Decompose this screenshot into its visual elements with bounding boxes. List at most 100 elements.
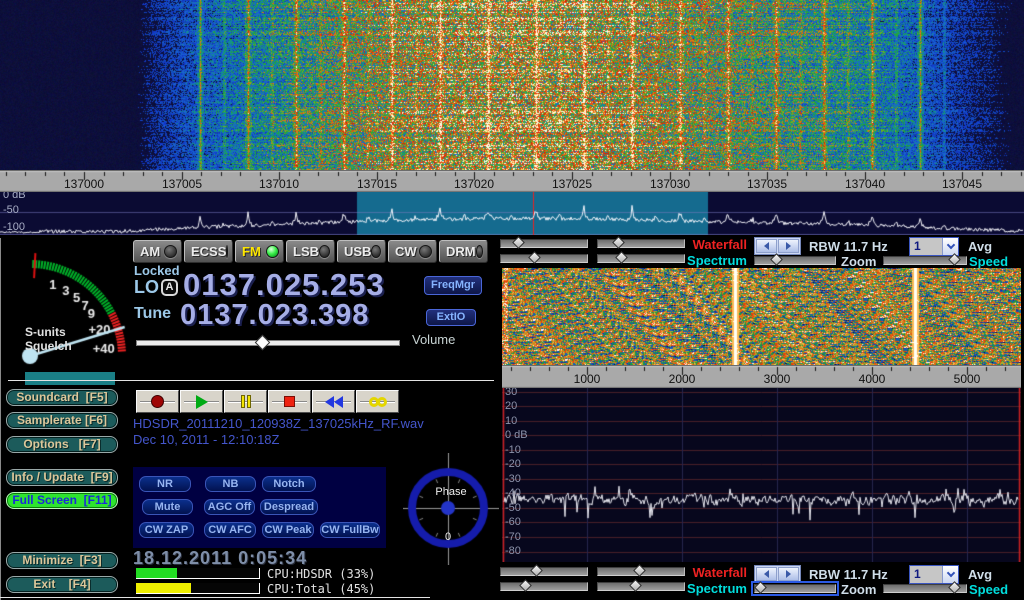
slider-knob[interactable]	[633, 564, 646, 577]
lower-level-slider[interactable]	[597, 251, 685, 264]
notch-button[interactable]: Notch	[262, 476, 316, 492]
record-button[interactable]	[136, 390, 179, 413]
rewind-button[interactable]	[312, 390, 355, 413]
freq-tick-label: 0	[502, 372, 529, 386]
agc-off-button[interactable]: AGC Off	[204, 499, 255, 515]
slider-knob[interactable]	[512, 236, 525, 249]
mode-button-fm[interactable]: FM	[235, 240, 284, 263]
mode-button-am[interactable]: AM	[133, 240, 182, 263]
options-button[interactable]: Options [F7]	[6, 436, 118, 453]
lower-level-slider[interactable]	[597, 579, 685, 592]
pan-scrollbar[interactable]	[754, 565, 801, 583]
squelch-level-bar[interactable]	[25, 372, 115, 385]
scroll-right-button[interactable]	[778, 567, 799, 581]
mode-led-icon	[419, 245, 432, 258]
date-time-display: 18.12.2011 0:05:34	[133, 548, 308, 568]
minimize-button[interactable]: Minimize [F3]	[6, 552, 118, 569]
slider-knob[interactable]	[611, 236, 625, 249]
freq-tick-label: 137030	[649, 177, 691, 191]
slider-knob[interactable]	[519, 579, 532, 592]
slider-knob[interactable]	[628, 579, 642, 592]
demod-spectrum[interactable]: 30 20 10 0 dB -10 -20 -30 -40 -50 -60 -7…	[502, 388, 1021, 562]
volume-slider[interactable]	[136, 334, 400, 351]
dropdown-button[interactable]	[942, 238, 958, 255]
slider-knob[interactable]	[947, 253, 961, 266]
play-button[interactable]	[180, 390, 223, 413]
mode-led-icon	[266, 245, 279, 258]
pan-scrollbar[interactable]	[754, 237, 801, 255]
speed-slider[interactable]	[883, 253, 967, 266]
db-scale-label: -100	[3, 221, 26, 233]
samplerate-button[interactable]: Samplerate [F6]	[6, 412, 118, 429]
cw-fullbw-button[interactable]: CW FullBw	[320, 522, 380, 538]
contrast-slider[interactable]	[500, 579, 588, 592]
soundcard-button[interactable]: Soundcard [F5]	[6, 389, 118, 406]
contrast-slider[interactable]	[500, 251, 588, 264]
cw-afc-button[interactable]: CW AFC	[204, 522, 256, 538]
zoom-slider[interactable]	[751, 581, 839, 596]
speed-slider[interactable]	[883, 581, 967, 594]
info-update-button[interactable]: Info / Update [F9]	[6, 469, 118, 486]
window-border	[0, 597, 430, 598]
dropdown-button[interactable]	[942, 566, 958, 583]
mode-button-ecss[interactable]: ECSS	[184, 240, 233, 263]
main-spectrum[interactable]: 0 dB -50 -100	[0, 192, 1024, 235]
mode-button-cw[interactable]: CW	[388, 240, 437, 263]
demod-frequency-scale[interactable]: 0 1000 2000 3000 4000 5000	[502, 365, 1021, 388]
exit-button[interactable]: Exit [F4]	[6, 576, 118, 593]
slider-knob[interactable]	[754, 581, 768, 594]
mode-button-usb[interactable]: USB	[337, 240, 386, 263]
scroll-left-button[interactable]	[756, 239, 777, 253]
freqmgr-button[interactable]: FreqMgr	[424, 276, 482, 295]
freq-tick-label: 4000	[858, 372, 886, 386]
slider-knob[interactable]	[530, 564, 543, 577]
pause-button[interactable]	[224, 390, 267, 413]
rbw-readout: RBW 11.7 Hz	[809, 239, 888, 254]
volume-slider-knob[interactable]	[254, 334, 271, 351]
nb-button[interactable]: NB	[205, 476, 256, 492]
upper-level-slider[interactable]	[597, 236, 685, 249]
mode-button-drm[interactable]: DRM	[439, 240, 488, 263]
slider-knob[interactable]	[947, 581, 961, 594]
zoom-slider[interactable]	[754, 253, 836, 266]
waterfall-label: Waterfall	[692, 237, 747, 252]
stop-icon	[284, 396, 295, 407]
mode-button-lsb[interactable]: LSB	[286, 240, 335, 263]
tune-frequency-display[interactable]: 0137.023.398	[180, 299, 370, 331]
db-scale-label: -60	[505, 516, 521, 528]
lo-frequency-display[interactable]: 0137.025.253	[183, 267, 385, 302]
slider-knob[interactable]	[770, 253, 784, 266]
cw-zap-button[interactable]: CW ZAP	[139, 522, 194, 538]
brightness-slider[interactable]	[500, 236, 588, 249]
extio-button[interactable]: ExtIO	[426, 309, 476, 326]
despread-button[interactable]: Despread	[260, 499, 318, 515]
display-controls-bottom: Waterfall Spectrum RBW 11.7 Hz Zoom 1 Av…	[497, 564, 1024, 598]
scroll-right-button[interactable]	[778, 239, 799, 253]
slider-knob[interactable]	[615, 251, 628, 264]
zoom-label: Zoom	[841, 254, 877, 269]
fullscreen-button[interactable]: Full Screen [F11]	[6, 492, 118, 509]
upper-level-slider[interactable]	[597, 564, 685, 577]
brightness-slider[interactable]	[500, 564, 588, 577]
mode-label: ECSS	[191, 244, 227, 259]
mute-button[interactable]: Mute	[142, 499, 193, 515]
freq-tick-label: 137000	[63, 177, 105, 191]
avg-select[interactable]: 1	[909, 565, 959, 584]
slider-knob[interactable]	[527, 251, 541, 264]
demod-waterfall[interactable]	[502, 268, 1021, 365]
frequency-ticks	[502, 365, 1021, 388]
demod-spectrum-trace	[502, 388, 1021, 562]
s-meter[interactable]	[2, 242, 130, 372]
lo-lock-badge[interactable]: A	[161, 279, 178, 296]
loop-button[interactable]	[356, 390, 399, 413]
db-scale-label: -50	[505, 502, 521, 514]
phase-dial[interactable]	[403, 453, 499, 565]
main-waterfall[interactable]	[0, 0, 1024, 170]
avg-select[interactable]: 1	[909, 237, 959, 256]
cw-peak-button[interactable]: CW Peak	[262, 522, 314, 538]
nr-button[interactable]: NR	[139, 476, 191, 492]
scroll-left-button[interactable]	[756, 567, 777, 581]
main-frequency-scale[interactable]: 137000 137005 137010 137015 137020 13702…	[0, 170, 1024, 192]
locked-indicator: Locked	[134, 263, 180, 278]
stop-button[interactable]	[268, 390, 311, 413]
